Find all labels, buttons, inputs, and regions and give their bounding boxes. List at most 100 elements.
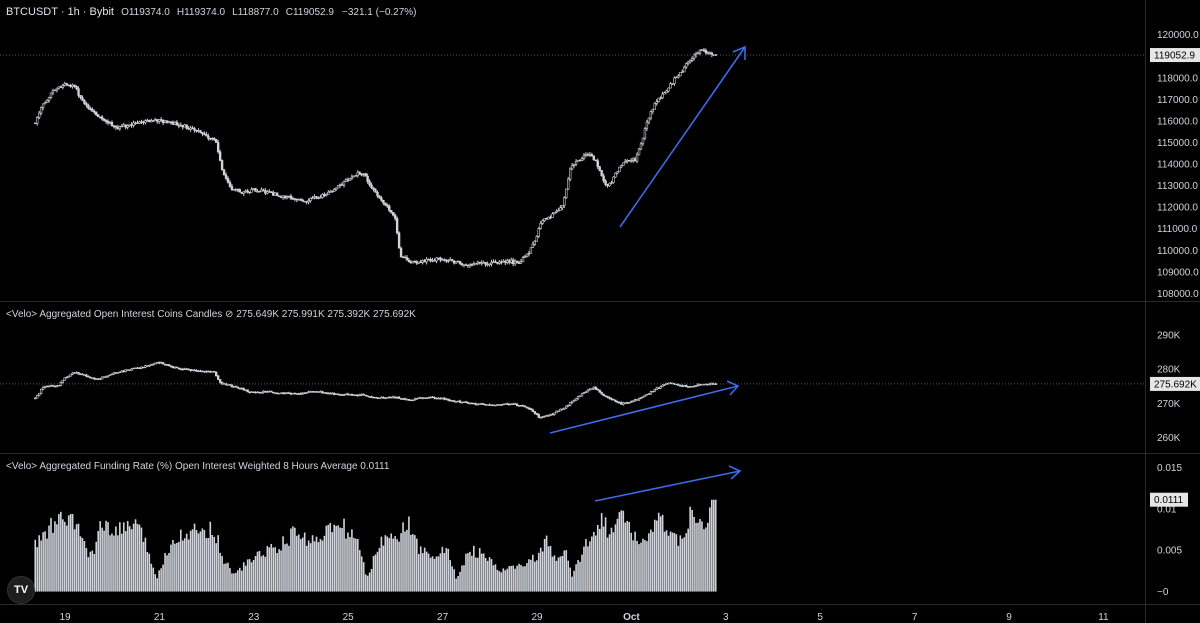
trend-arrow-oi[interactable] bbox=[549, 380, 740, 434]
funding-bar bbox=[303, 532, 306, 592]
candle-body bbox=[187, 368, 190, 371]
funding-bar bbox=[325, 525, 328, 592]
candle-body bbox=[321, 193, 324, 198]
trend-arrow-funding[interactable] bbox=[594, 465, 742, 502]
candle-body bbox=[572, 163, 576, 166]
y-tick-label: 270K bbox=[1157, 399, 1181, 410]
candle-body bbox=[205, 370, 208, 373]
candle-body bbox=[553, 212, 556, 215]
funding-bar bbox=[522, 566, 524, 592]
candle-body bbox=[211, 138, 214, 140]
candle-body bbox=[258, 391, 261, 394]
candle-body bbox=[614, 399, 617, 402]
candle-body bbox=[110, 373, 114, 376]
candle-body bbox=[584, 154, 588, 156]
funding-bar bbox=[179, 529, 182, 592]
funding-bar bbox=[518, 563, 520, 592]
funding-legend[interactable]: <Velo> Aggregated Funding Rate (%) Open … bbox=[6, 461, 390, 472]
candle-body bbox=[104, 376, 108, 378]
candle-body bbox=[216, 142, 220, 153]
candle-body bbox=[297, 199, 300, 201]
funding-bar bbox=[689, 506, 691, 592]
candle-body bbox=[57, 385, 61, 387]
candle-body bbox=[277, 392, 281, 395]
candle-body bbox=[299, 393, 302, 395]
candle-body bbox=[421, 260, 424, 263]
symbol-label[interactable]: BTCUSDT · 1h · Bybit bbox=[6, 6, 114, 18]
candle-body bbox=[283, 392, 287, 395]
funding-bar bbox=[644, 540, 646, 592]
candle-body bbox=[338, 394, 342, 396]
candle-body bbox=[679, 385, 682, 387]
oi-legend[interactable]: <Velo> Aggregated Open Interest Coins Ca… bbox=[6, 309, 416, 320]
funding-rate-pane[interactable]: 0.015 0.01 0.005 −0 0.0111 bbox=[34, 463, 1188, 598]
funding-bar bbox=[130, 529, 133, 592]
candle-body bbox=[57, 86, 61, 89]
candle-body bbox=[515, 260, 519, 264]
funding-bar bbox=[559, 556, 562, 592]
candle-body bbox=[128, 124, 131, 127]
candle-body bbox=[138, 367, 141, 369]
candle-body bbox=[606, 396, 609, 398]
candle-body bbox=[209, 371, 212, 373]
candle-body bbox=[586, 154, 590, 156]
candle-body bbox=[55, 385, 59, 388]
candle-body bbox=[600, 170, 603, 177]
funding-bar bbox=[626, 520, 629, 592]
candle-body bbox=[340, 394, 344, 396]
candle-body bbox=[358, 172, 361, 175]
funding-bar bbox=[205, 538, 208, 592]
funding-bar bbox=[126, 521, 129, 592]
candle-body bbox=[474, 263, 477, 265]
funding-bar bbox=[362, 562, 365, 592]
funding-bar bbox=[380, 536, 383, 592]
candle-body bbox=[224, 174, 228, 179]
funding-bar bbox=[48, 525, 50, 592]
candle-body bbox=[189, 127, 192, 130]
funding-bar bbox=[616, 518, 619, 592]
candle-body bbox=[319, 196, 322, 199]
funding-bar bbox=[248, 559, 251, 592]
candle-body bbox=[378, 195, 381, 199]
funding-bar bbox=[563, 550, 566, 592]
candle-body bbox=[362, 173, 365, 175]
candle-body bbox=[608, 182, 611, 187]
trend-arrow-price[interactable] bbox=[619, 45, 746, 228]
candle-body bbox=[317, 197, 320, 200]
candle-body bbox=[226, 177, 230, 183]
candle-body bbox=[116, 126, 120, 129]
candle-body bbox=[240, 388, 243, 390]
candle-body bbox=[620, 165, 623, 168]
funding-bar bbox=[569, 567, 571, 592]
candle-body bbox=[690, 385, 694, 388]
funding-bar bbox=[307, 540, 310, 592]
funding-bar bbox=[498, 571, 501, 592]
tradingview-logo-icon[interactable]: TV bbox=[7, 576, 35, 604]
candle-body bbox=[331, 392, 334, 395]
candle-body bbox=[661, 93, 664, 99]
funding-bar bbox=[233, 573, 235, 592]
candle-body bbox=[584, 391, 588, 394]
symbol-title[interactable]: BTCUSDT · 1h · Bybit O119374.0 H119374.0… bbox=[6, 6, 417, 18]
candle-body bbox=[148, 119, 151, 123]
candle-body bbox=[83, 374, 86, 376]
funding-bar bbox=[99, 521, 101, 592]
candle-body bbox=[293, 198, 297, 200]
candle-body bbox=[283, 195, 287, 199]
candle-body bbox=[456, 260, 460, 263]
candle-body bbox=[191, 127, 194, 130]
time-axis[interactable]: 19 21 23 25 27 29 Oct 3 5 7 9 11 bbox=[59, 612, 1109, 623]
candle-body bbox=[144, 120, 147, 123]
y-tick-label: 110000.0 bbox=[1157, 246, 1198, 257]
candle-body bbox=[323, 193, 326, 196]
price-pane[interactable]: 120000.0119000.0118000.0117000.0116000.0… bbox=[0, 30, 1200, 300]
open-interest-pane[interactable]: 290K 280K 270K 260K 275.692K bbox=[0, 330, 1200, 444]
candle-body bbox=[653, 389, 656, 392]
funding-bar bbox=[115, 526, 117, 592]
candle-body bbox=[187, 128, 190, 130]
candle-body bbox=[222, 383, 226, 385]
candle-body bbox=[165, 120, 169, 124]
candle-body bbox=[354, 175, 358, 177]
funding-bar bbox=[594, 535, 597, 592]
